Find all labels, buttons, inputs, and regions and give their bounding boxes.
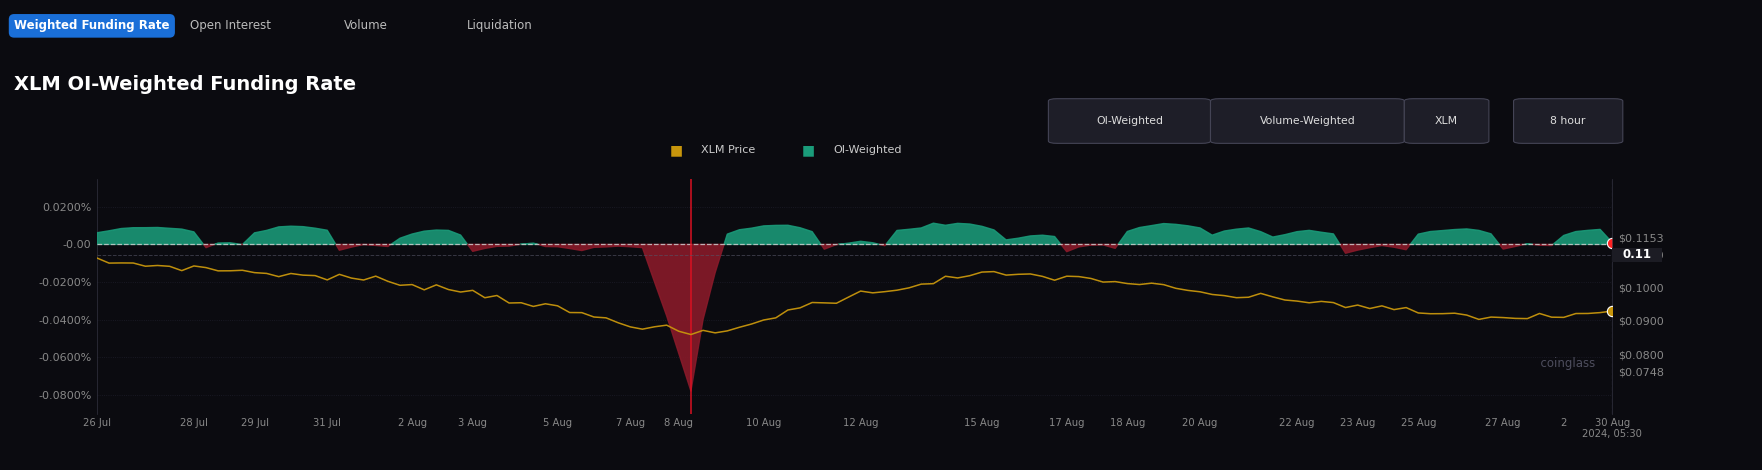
Point xyxy=(1598,307,1626,315)
Text: ■: ■ xyxy=(670,143,682,157)
Text: OI-Weighted: OI-Weighted xyxy=(1096,116,1163,126)
Text: coinglass: coinglass xyxy=(1533,357,1595,369)
Text: Liquidation: Liquidation xyxy=(467,19,532,32)
Text: XLM OI-Weighted Funding Rate: XLM OI-Weighted Funding Rate xyxy=(14,75,356,94)
Text: 8 hour: 8 hour xyxy=(1551,116,1586,126)
Text: Volume: Volume xyxy=(344,19,388,32)
Text: Open Interest: Open Interest xyxy=(190,19,271,32)
Text: XLM Price: XLM Price xyxy=(701,145,756,156)
Text: Volume-Weighted: Volume-Weighted xyxy=(1260,116,1355,126)
Text: OI-Weighted: OI-Weighted xyxy=(833,145,902,156)
Text: ■: ■ xyxy=(802,143,814,157)
Text: XLM: XLM xyxy=(1434,116,1459,126)
Text: Weighted Funding Rate: Weighted Funding Rate xyxy=(14,19,169,32)
Point xyxy=(1598,239,1626,246)
Text: 0.11: 0.11 xyxy=(1623,248,1651,261)
